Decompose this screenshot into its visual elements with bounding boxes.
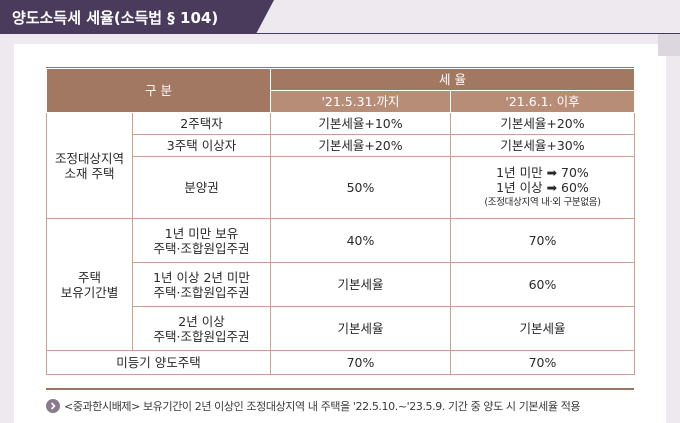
section-title: 양도소득세 세율(소득법 § 104)	[12, 9, 219, 27]
cell-value: 70%	[450, 218, 635, 263]
group-label-line: 소재 주택	[64, 165, 115, 181]
table-row: 주택 보유기간별 1년 미만 보유 주택·조합원입주권 40% 70%	[46, 218, 635, 351]
footnote-text: <중과한시배제> 보유기간이 2년 이상인 조정대상지역 내 주택을 '22.5…	[64, 400, 581, 413]
group-label-adjusted-area: 조정대상지역 소재 주택	[46, 112, 133, 219]
table-bottom-rule	[46, 388, 634, 390]
row-label-presale: 분양권	[132, 156, 271, 219]
cell-value: 기본세율+20%	[450, 112, 635, 135]
cell-value: 60%	[450, 262, 635, 307]
header-bar-tip	[256, 0, 274, 34]
group-label-line: 조정대상지역	[54, 150, 124, 166]
cell-value: 기본세율+30%	[450, 134, 635, 157]
cell-value: 기본세율	[270, 306, 451, 351]
group-label-line: 주택	[77, 269, 101, 285]
row-label-line: 2년 이상	[178, 313, 225, 329]
header-category: 구 분	[46, 68, 271, 113]
cell-value: 70%	[450, 350, 635, 375]
row-label-1to2: 1년 이상 2년 미만 주택·조합원입주권	[132, 262, 271, 307]
cell-value: 70%	[270, 350, 451, 375]
cell-value: 기본세율+20%	[270, 134, 451, 157]
row-label-2house: 2주택자	[132, 112, 271, 135]
presale-line-2: 1년 이상 ➡ 60%	[496, 180, 589, 195]
row-label-line: 주택·조합원입주권	[153, 284, 250, 300]
row-label-line: 주택·조합원입주권	[153, 328, 250, 344]
table-row: 3주택 이상자 기본세율+20% 기본세율+30%	[47, 134, 635, 157]
group-label-holding-period: 주택 보유기간별	[46, 218, 133, 351]
header-bar	[0, 0, 256, 34]
header-rate: 세 율	[270, 68, 635, 91]
table-row: 조정대상지역 소재 주택 2주택자 기본세율+10% 기본세율+20%	[46, 112, 635, 219]
cell-value: 기본세율	[450, 306, 635, 351]
table-row: 2년 이상 주택·조합원입주권 기본세율 기본세율	[47, 306, 635, 351]
row-label-line: 1년 이상 2년 미만	[153, 269, 250, 285]
row-label-gt2: 2년 이상 주택·조합원입주권	[132, 306, 271, 351]
header-col-after: '21.6.1. 이후	[450, 90, 635, 113]
cell-value: 40%	[270, 218, 451, 263]
chevron-right-icon	[46, 399, 60, 413]
section-header: 양도소득세 세율(소득법 § 104)	[0, 0, 680, 34]
table-row: 미등기 양도주택 70% 70%	[46, 350, 635, 375]
tax-rate-table: 구 분 세 율 '21.5.31.까지 '21.6.1. 이후 조정대상지역 소…	[46, 68, 635, 375]
cell-value: 50%	[270, 156, 451, 219]
header-underline	[256, 33, 680, 34]
presale-line-1: 1년 미만 ➡ 70%	[496, 165, 589, 180]
cell-value-presale-after: 1년 미만 ➡ 70% 1년 이상 ➡ 60% (조정대상지역 내·외 구분없음…	[450, 156, 635, 219]
page-fold-corner	[658, 34, 680, 56]
row-label-lt1: 1년 미만 보유 주택·조합원입주권	[132, 218, 271, 263]
group-label-line: 보유기간별	[60, 284, 119, 300]
row-label-line: 1년 미만 보유	[164, 225, 239, 241]
presale-note: (조정대상지역 내·외 구분없음)	[484, 197, 601, 208]
header-col-before: '21.5.31.까지	[270, 90, 451, 113]
table-row: 1년 이상 2년 미만 주택·조합원입주권 기본세율 60%	[47, 262, 635, 307]
footnote: <중과한시배제> 보유기간이 2년 이상인 조정대상지역 내 주택을 '22.5…	[46, 394, 666, 418]
cell-value: 기본세율+10%	[270, 112, 451, 135]
cell-value: 기본세율	[270, 262, 451, 307]
row-label-line: 주택·조합원입주권	[153, 240, 250, 256]
row-label-3house: 3주택 이상자	[132, 134, 271, 157]
table-row: 분양권 50% 1년 미만 ➡ 70% 1년 이상 ➡ 60% (조정대상지역 …	[47, 156, 635, 219]
row-label-unregistered: 미등기 양도주택	[46, 350, 271, 375]
